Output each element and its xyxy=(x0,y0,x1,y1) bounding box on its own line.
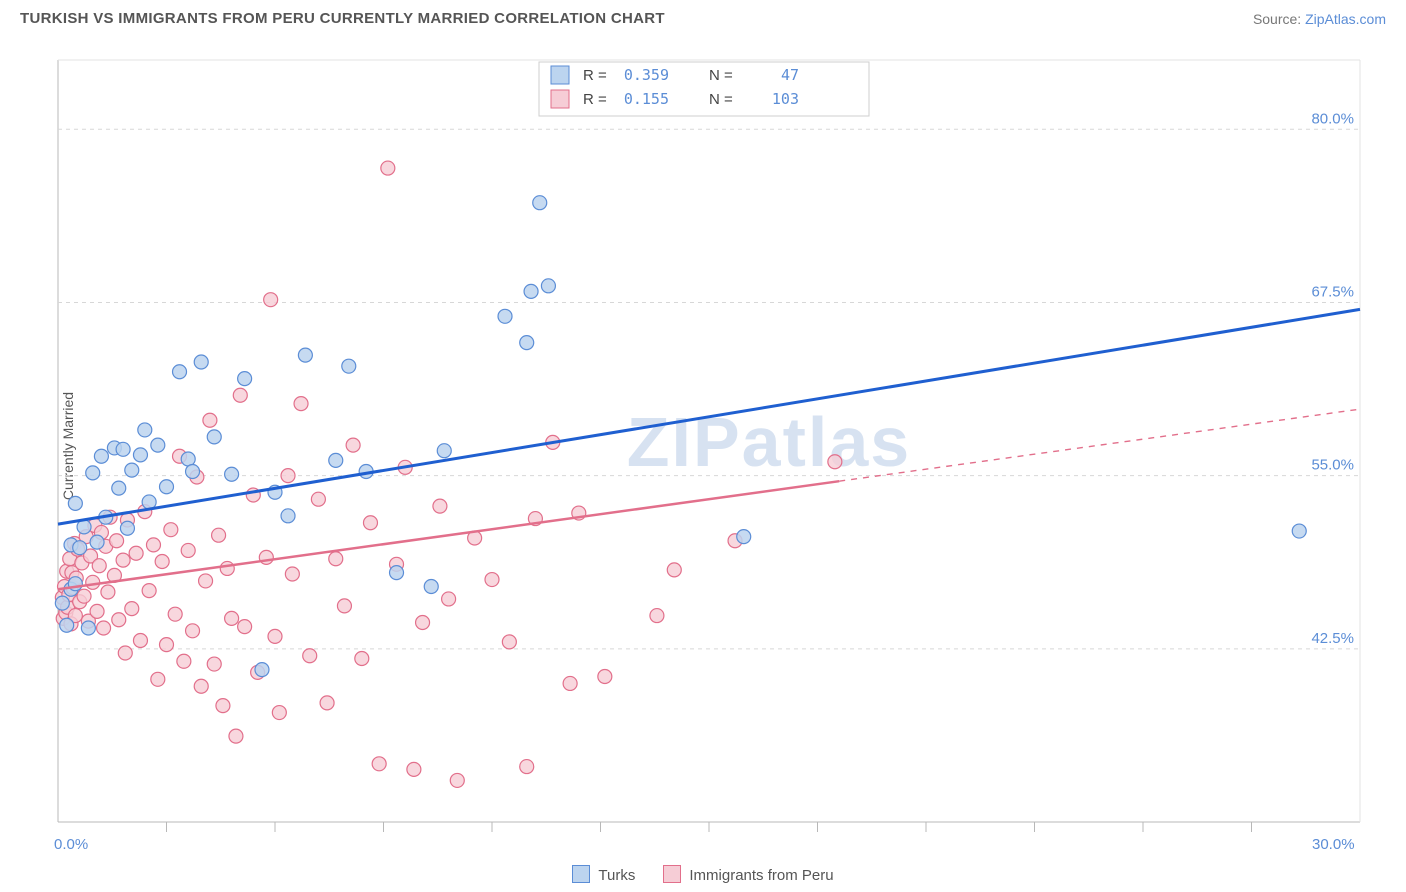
svg-text:0.155: 0.155 xyxy=(624,90,669,108)
svg-text:N =: N = xyxy=(709,91,733,108)
svg-text:67.5%: 67.5% xyxy=(1311,283,1354,300)
svg-text:0.359: 0.359 xyxy=(624,66,669,84)
header: TURKISH VS IMMIGRANTS FROM PERU CURRENTL… xyxy=(0,0,1406,33)
svg-text:47: 47 xyxy=(781,66,799,84)
legend-swatch-turks xyxy=(572,865,590,883)
chart-title: TURKISH VS IMMIGRANTS FROM PERU CURRENTL… xyxy=(20,10,665,27)
svg-text:42.5%: 42.5% xyxy=(1311,630,1354,647)
source-link[interactable]: ZipAtlas.com xyxy=(1305,11,1386,27)
svg-text:R =: R = xyxy=(583,91,607,108)
svg-text:80.0%: 80.0% xyxy=(1311,110,1354,127)
svg-text:55.0%: 55.0% xyxy=(1311,457,1354,474)
legend-item-peru: Immigrants from Peru xyxy=(663,865,833,884)
x-axis-max-label: 30.0% xyxy=(1312,836,1355,853)
chart-area: 80.0% 67.5% 55.0% 42.5% ZIPatlas R = 0.359 N = 4… xyxy=(50,52,1386,852)
source-attribution: Source: ZipAtlas.com xyxy=(1253,11,1386,27)
legend-item-turks: Turks xyxy=(572,865,635,884)
legend-label-peru: Immigrants from Peru xyxy=(689,867,833,884)
bottom-legend: Turks Immigrants from Peru xyxy=(0,865,1406,884)
svg-text:N =: N = xyxy=(709,67,733,84)
legend-swatch-peru xyxy=(663,865,681,883)
source-prefix: Source: xyxy=(1253,11,1305,27)
legend-label-turks: Turks xyxy=(598,867,635,884)
x-axis-min-label: 0.0% xyxy=(54,836,88,853)
svg-text:R =: R = xyxy=(583,67,607,84)
svg-text:103: 103 xyxy=(772,90,799,108)
svg-text:ZIPatlas: ZIPatlas xyxy=(627,403,911,481)
scatter-plot: 80.0% 67.5% 55.0% 42.5% ZIPatlas R = 0.359 N = 4… xyxy=(50,52,1386,852)
